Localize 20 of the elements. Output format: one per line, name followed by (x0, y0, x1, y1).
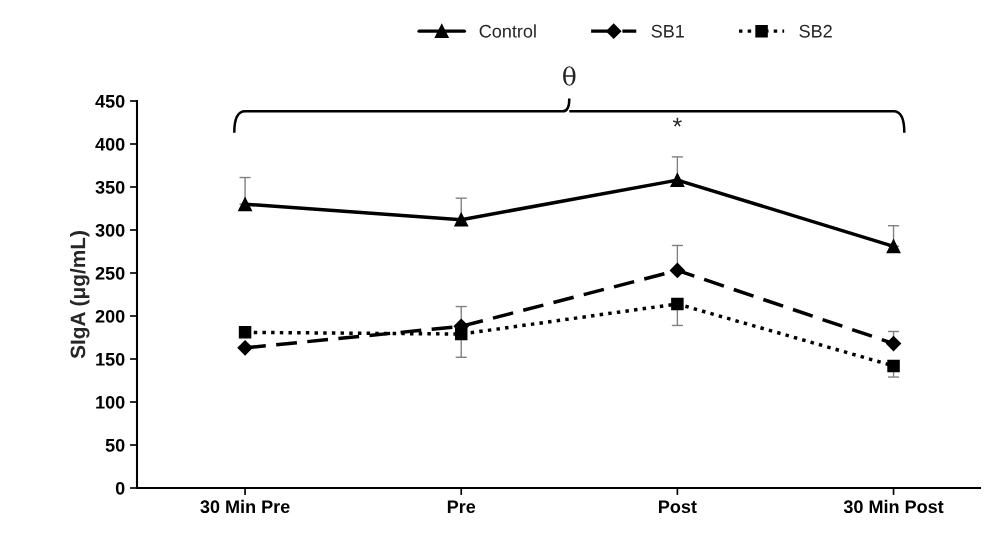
y-tick-label: 250 (95, 266, 125, 280)
x-tick-label: 30 Min Pre (200, 499, 290, 514)
y-tick-label: 100 (96, 395, 125, 409)
y-tick-label: 200 (95, 309, 125, 323)
legend-label: SB2 (799, 24, 832, 38)
y-axis-title: SIgA (μg/mL) (70, 231, 90, 359)
x-tick-label: Pre (447, 500, 476, 514)
legend-label: SB1 (651, 24, 684, 38)
y-tick-label: 350 (95, 180, 125, 194)
y-tick-label: 400 (95, 137, 125, 151)
y-tick-label: 50 (105, 438, 125, 452)
text: θ (563, 66, 576, 86)
x-tick-label: 30 Min Post (843, 499, 944, 514)
x-tick-label: Post (659, 500, 697, 514)
y-tick-label: 0 (115, 481, 125, 495)
y-tick-label: 150 (96, 352, 125, 366)
legend-label: Control (479, 24, 536, 38)
annotation: * (672, 117, 682, 127)
y-tick-label: 450 (95, 94, 125, 108)
y-tick-label: 300 (95, 223, 125, 237)
